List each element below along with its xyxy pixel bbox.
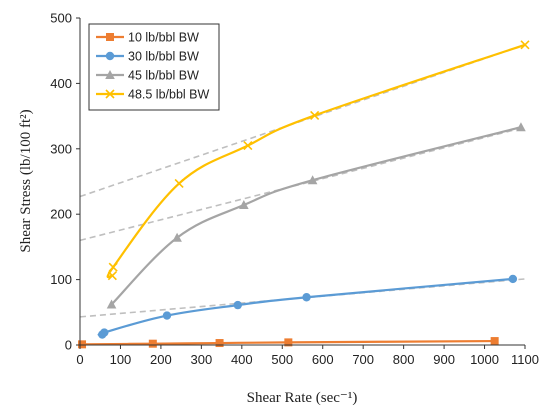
x-tick-label: 200 [150,352,172,367]
data-point [162,311,172,320]
data-point [174,178,184,189]
series-line-45-lb-bbl-bw [110,126,522,306]
x-tick-label: 600 [312,352,334,367]
x-tick-label: 1000 [470,352,499,367]
data-point [516,122,526,132]
legend-label: 10 lb/bbl BW [128,31,199,45]
data-point [172,232,182,242]
data-point [302,293,311,302]
data-point [310,110,320,121]
data-point [307,175,318,185]
x-tick-label: 0 [76,352,83,367]
series-48-5-lb-bbl-bw [106,40,530,281]
data-point [108,262,118,272]
data-point [284,338,293,347]
legend-marker [105,70,115,79]
legend-marker [106,33,114,41]
series-line-10-lb-bbl-bw [82,339,495,346]
trend-line-2 [79,126,526,242]
data-point [508,274,518,284]
series-10-lb-bbl-bw [78,337,499,349]
y-tick-label: 100 [50,272,72,287]
axes [79,18,525,346]
data-point [215,339,224,348]
x-tick-label: 1100 [511,352,539,367]
legend-label: 30 lb/bbl BW [128,50,199,64]
data-point [78,340,87,349]
legend: 10 lb/bbl BW 30 lb/bbl BW 45 lb/bbl BW 48.5… [88,23,220,111]
x-tick-label: 700 [352,352,374,367]
series-line-30-lb-bbl-bw [97,277,513,336]
legend-item-45-lb-bbl-bw: 45 lb/bbl BW [96,69,199,83]
legend-label: 48.5 lb/bbl BW [128,88,209,102]
data-point [239,200,249,210]
legend-item-10-lb-bbl-bw: 10 lb/bbl BW [96,31,199,45]
legend-item-30-lb-bbl-bw: 30 lb/bbl BW [96,50,199,64]
data-point [520,40,530,50]
x-tick-label: 100 [110,352,132,367]
y-tick-label: 400 [50,76,72,91]
legend-marker [105,89,115,99]
x-tick-labels: 0 100 200 300 400 500 600 700 800 900 1000 1100 [76,345,539,367]
legend-marker [105,51,115,61]
legend-label: 45 lb/bbl BW [128,69,199,83]
y-tick-labels: 0 100 200 300 400 500 [50,11,80,353]
y-tick-label: 500 [50,11,72,26]
x-tick-label: 900 [433,352,455,367]
series-layer [78,40,530,349]
series-30-lb-bbl-bw [97,274,518,339]
x-tick-label: 800 [393,352,415,367]
y-tick-label: 300 [50,141,72,156]
x-axis-title: Shear Rate (sec⁻¹) [247,390,358,406]
x-tick-label: 500 [271,352,293,367]
data-point [233,300,242,310]
x-tick-label: 400 [231,352,253,367]
data-point [100,328,109,337]
series-45-lb-bbl-bw [106,122,526,309]
data-point [243,140,253,151]
legend-items: 10 lb/bbl BW 30 lb/bbl BW 45 lb/bbl BW 48.5… [96,31,209,102]
data-point [148,339,157,348]
data-point [106,299,117,309]
data-point [490,337,499,346]
y-axis-title: Shear Stress (lb/100 ft²) [18,109,34,252]
legend-item-48-5-lb-bbl-bw: 48.5 lb/bbl BW [96,88,209,102]
x-tick-label: 300 [191,352,213,367]
y-tick-label: 200 [50,207,72,222]
y-tick-label: 0 [65,338,72,353]
data-point [107,271,117,281]
